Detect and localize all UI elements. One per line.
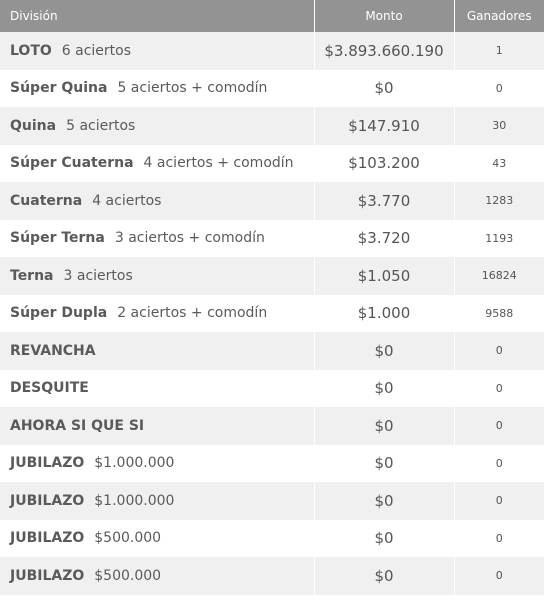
table-row: REVANCHA $0 0 [0,332,544,370]
ganadores-cell: 0 [495,531,503,545]
table-row: AHORA SI QUE SI $0 0 [0,407,544,445]
division-detail: 4 aciertos + comodín [143,155,294,172]
division-detail: 6 aciertos [61,42,132,59]
division-cell: Súper Dupla 2 aciertos + comodín [0,294,315,332]
monto-cell: $0 [314,482,455,520]
table-row: Terna 3 aciertos $1.050 16824 [0,257,544,295]
division-name: Súper Terna [10,230,105,247]
ganadores-cell: 0 [495,344,503,358]
division-cell: JUBILAZO $500.000 [0,519,315,557]
table-row: JUBILAZO $1.000.000 $0 0 [0,482,544,520]
table-header-row: División Monto Ganadores [0,0,544,32]
ganadores-cell: 0 [495,569,503,583]
monto-cell: $0 [314,444,455,482]
table-row: Súper Cuaterna 4 aciertos + comodín $103.… [0,144,544,182]
monto-cell: $0 [314,519,455,557]
division-cell: LOTO 6 aciertos [0,32,315,70]
ganadores-cell: 0 [495,81,503,95]
column-header-ganadores: Ganadores [466,9,532,23]
division-name: Súper Quina [10,80,108,97]
ganadores-cell: 0 [495,494,503,508]
ganadores-cell: 1 [495,44,503,58]
monto-cell: $0 [314,407,455,445]
ganadores-cell: 0 [495,419,503,433]
division-name: JUBILAZO [10,455,85,472]
table-row: Quina 5 aciertos $147.910 30 [0,107,544,145]
division-name: AHORA SI QUE SI [10,417,145,434]
division-cell: Súper Cuaterna 4 aciertos + comodín [0,144,315,182]
monto-cell: $103.200 [314,144,455,182]
division-cell: Quina 5 aciertos [0,107,315,145]
division-name: DESQUITE [10,380,89,397]
division-name: JUBILAZO [10,530,85,547]
division-detail: 5 aciertos [66,117,136,134]
division-name: Súper Cuaterna [10,155,134,172]
division-cell: Cuaterna 4 aciertos [0,182,315,220]
division-cell: JUBILAZO $500.000 [0,557,315,595]
table-row: Súper Dupla 2 aciertos + comodín $1.000 9… [0,294,544,332]
table-row: Súper Terna 3 aciertos + comodín $3.720 1… [0,219,544,257]
division-name: Cuaterna [10,192,83,209]
ganadores-cell: 16824 [481,269,517,283]
table-row: DESQUITE $0 0 [0,369,544,407]
ganadores-cell: 1193 [485,231,514,245]
division-cell: REVANCHA [0,332,315,370]
division-name: JUBILAZO [10,492,85,509]
division-detail: $1.000.000 [94,455,175,472]
division-detail: 2 aciertos + comodín [117,305,268,322]
table-row: LOTO 6 aciertos $3.893.660.190 1 [0,32,544,70]
table-row: JUBILAZO $1.000.000 $0 0 [0,444,544,482]
monto-cell: $1.050 [314,257,455,295]
table-row: Súper Quina 5 aciertos + comodín $0 0 [0,69,544,107]
ganadores-cell: 0 [495,456,503,470]
division-detail: $500.000 [94,530,162,547]
monto-cell: $1.000 [314,294,455,332]
division-name: JUBILAZO [10,567,85,584]
monto-cell: $3.893.660.190 [314,32,455,70]
monto-cell: $0 [314,332,455,370]
ganadores-cell: 0 [495,381,503,395]
division-name: LOTO [10,42,52,59]
division-detail: 3 aciertos + comodín [114,230,265,247]
monto-cell: $3.720 [314,219,455,257]
ganadores-cell: 30 [492,119,507,133]
table-row: Cuaterna 4 aciertos $3.770 1283 [0,182,544,220]
monto-cell: $3.770 [314,182,455,220]
division-cell: AHORA SI QUE SI [0,407,315,445]
division-detail: $500.000 [94,567,162,584]
ganadores-cell: 9588 [485,306,514,320]
table-row: JUBILAZO $500.000 $0 0 [0,519,544,557]
monto-cell: $0 [314,69,455,107]
division-cell: Súper Terna 3 aciertos + comodín [0,219,315,257]
division-name: Terna [10,267,54,284]
division-cell: Terna 3 aciertos [0,257,315,295]
division-cell: JUBILAZO $1.000.000 [0,444,315,482]
column-header-monto: Monto [314,0,455,32]
division-detail: 5 aciertos + comodín [117,80,268,97]
division-name: Súper Dupla [10,305,108,322]
table-row: JUBILAZO $500.000 $0 0 [0,557,544,595]
ganadores-cell: 43 [492,156,507,170]
division-detail: 4 aciertos [92,192,162,209]
division-name: REVANCHA [10,342,96,359]
division-name: Quina [10,117,57,134]
division-detail: $1.000.000 [94,492,175,509]
division-cell: JUBILAZO $1.000.000 [0,482,315,520]
column-header-division: División [0,0,315,32]
division-cell: Súper Quina 5 aciertos + comodín [0,69,315,107]
division-detail: 3 aciertos [63,267,133,284]
monto-cell: $147.910 [314,107,455,145]
ganadores-cell: 1283 [485,194,514,208]
monto-cell: $0 [314,557,455,595]
division-cell: DESQUITE [0,369,315,407]
monto-cell: $0 [314,369,455,407]
